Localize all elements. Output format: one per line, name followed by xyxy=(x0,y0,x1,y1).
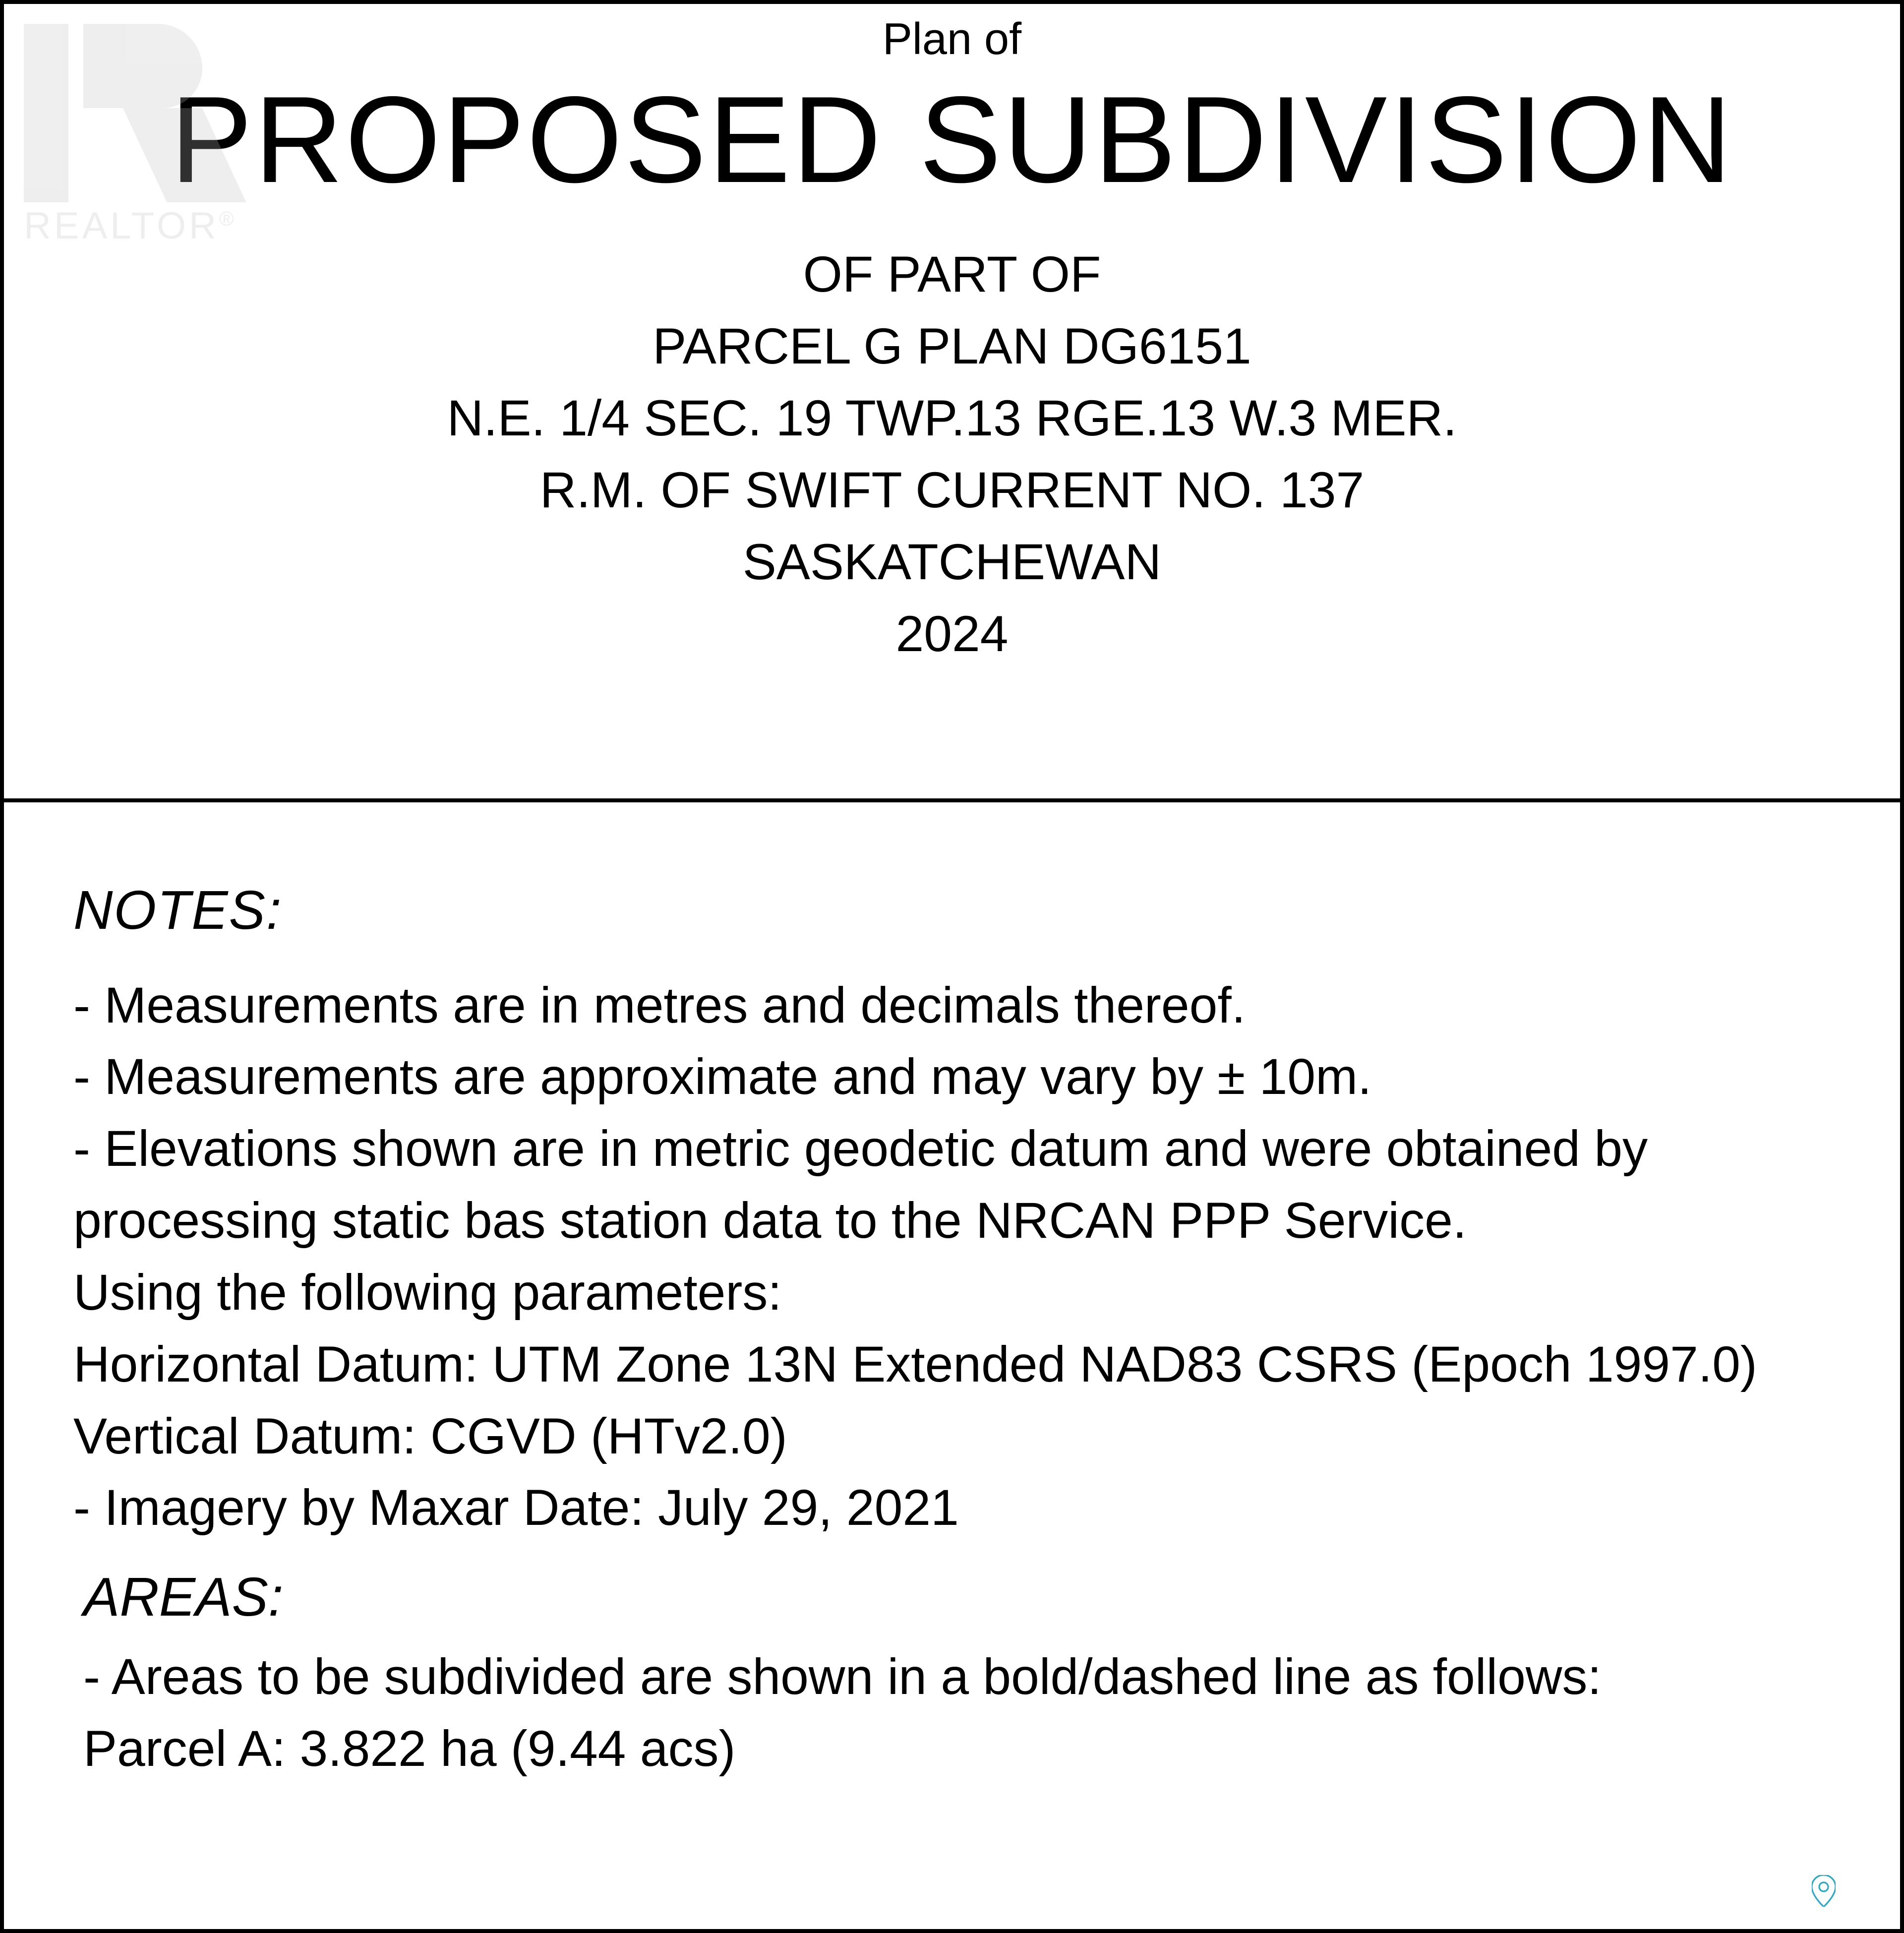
note-line: Vertical Datum: CGVD (HTv2.0) xyxy=(73,1400,1831,1472)
note-line: - Measurements are in metres and decimal… xyxy=(73,969,1831,1041)
title-subline: N.E. 1/4 SEC. 19 TWP.13 RGE.13 W.3 MER. xyxy=(24,382,1880,454)
note-line: - Measurements are approximate and may v… xyxy=(73,1041,1831,1113)
areas-label: AREAS: xyxy=(83,1559,1831,1636)
map-pin-icon xyxy=(1812,1875,1836,1914)
title-subline: PARCEL G PLAN DG6151 xyxy=(24,310,1880,382)
notes-block: NOTES: - Measurements are in metres and … xyxy=(4,802,1900,1805)
notes-label: NOTES: xyxy=(73,872,1831,949)
note-line: - Imagery by Maxar Date: July 29, 2021 xyxy=(73,1472,1831,1544)
document-page: REALTOR® Plan of PROPOSED SUBDIVISION OF… xyxy=(0,0,1904,1933)
title-sublines: OF PART OF PARCEL G PLAN DG6151 N.E. 1/4… xyxy=(24,239,1880,669)
note-line: - Elevations shown are in metric geodeti… xyxy=(73,1113,1831,1185)
title-block: Plan of PROPOSED SUBDIVISION OF PART OF … xyxy=(4,4,1900,802)
note-line: processing static bas station data to th… xyxy=(73,1185,1831,1257)
note-line: Using the following parameters: xyxy=(73,1257,1831,1329)
title-subline: 2024 xyxy=(24,598,1880,670)
areas-body: - Areas to be subdivided are shown in a … xyxy=(83,1641,1831,1785)
title-subline: OF PART OF xyxy=(24,239,1880,310)
plan-of-label: Plan of xyxy=(24,14,1880,65)
main-title: PROPOSED SUBDIVISION xyxy=(24,75,1880,204)
title-subline: SASKATCHEWAN xyxy=(24,526,1880,598)
areas-line: - Areas to be subdivided are shown in a … xyxy=(83,1641,1831,1713)
areas-line: Parcel A: 3.822 ha (9.44 acs) xyxy=(83,1713,1831,1785)
note-line: Horizontal Datum: UTM Zone 13N Extended … xyxy=(73,1329,1831,1400)
title-subline: R.M. OF SWIFT CURRENT NO. 137 xyxy=(24,454,1880,526)
